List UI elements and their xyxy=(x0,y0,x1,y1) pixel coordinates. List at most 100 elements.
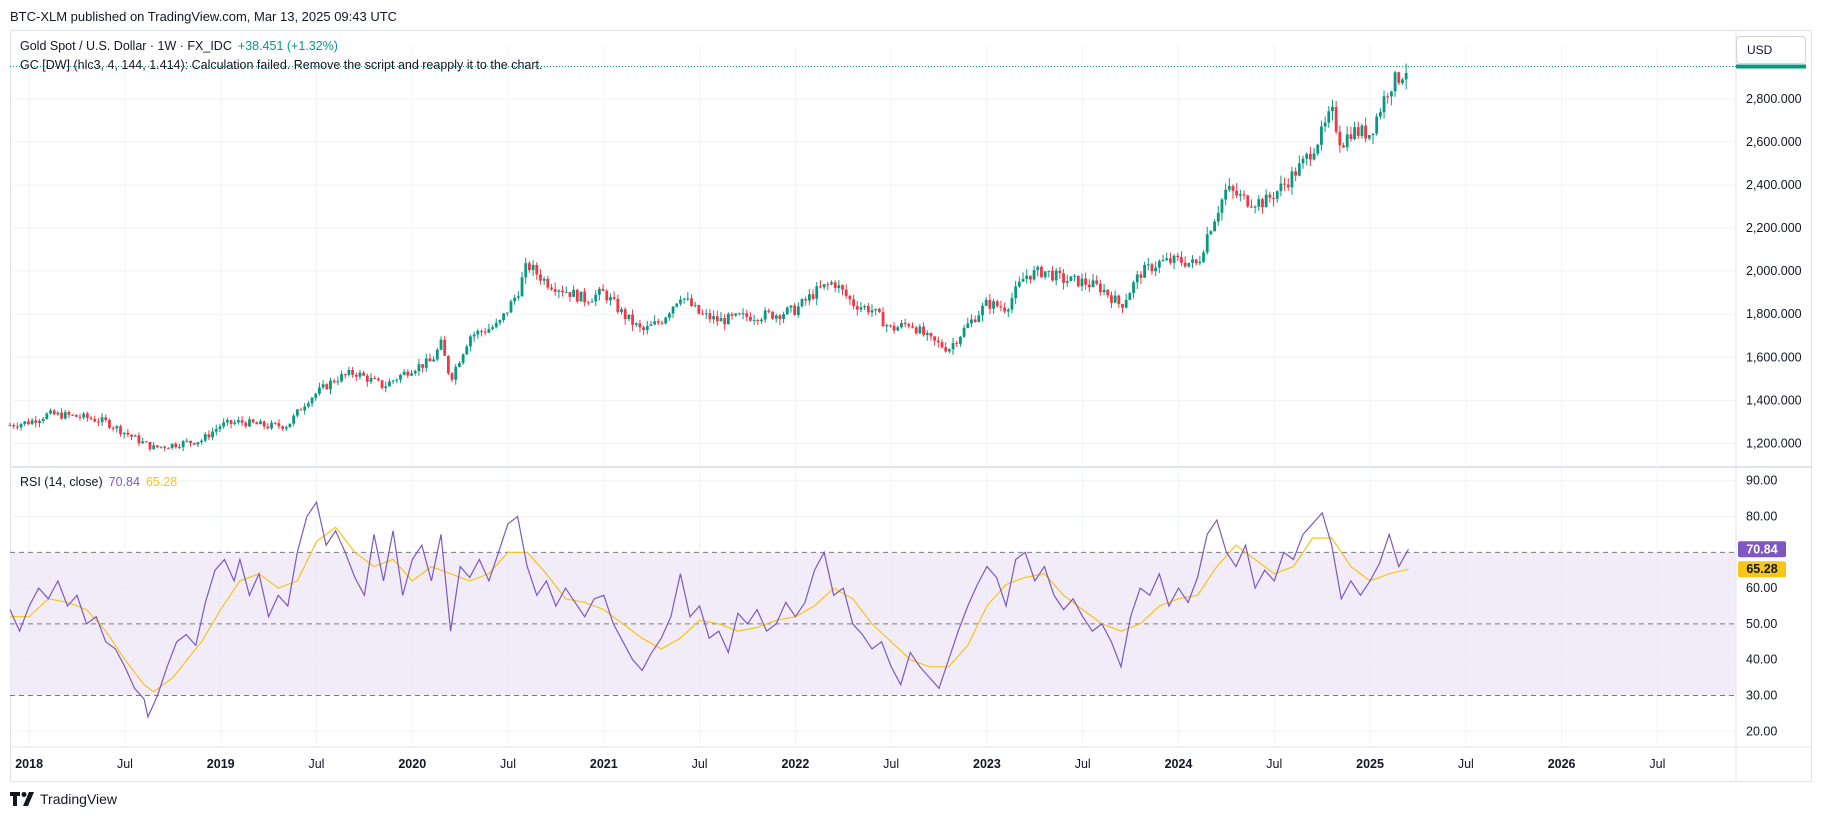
candle xyxy=(1073,274,1077,282)
candle xyxy=(778,313,782,325)
footer-brand[interactable]: TradingView xyxy=(10,791,117,807)
candle xyxy=(605,288,609,304)
candle-body xyxy=(940,342,944,348)
candle-body xyxy=(667,313,671,318)
candle xyxy=(1297,155,1301,177)
rsi-legend[interactable]: RSI (14, close) 70.84 65.28 xyxy=(20,475,177,489)
candle-body xyxy=(67,412,71,415)
rsi-value: 70.84 xyxy=(108,475,140,489)
candle-body xyxy=(1367,135,1371,139)
candle xyxy=(137,432,141,447)
candle-body xyxy=(318,387,321,394)
candle-body xyxy=(877,308,881,313)
candle-body xyxy=(170,443,174,448)
candle-body xyxy=(1216,212,1220,222)
candle xyxy=(299,407,303,411)
candle-body xyxy=(1069,276,1073,282)
indicator-error: GC [DW] (hlc3, 4, 144, 1.414): Calculati… xyxy=(20,58,543,72)
candle xyxy=(925,330,929,341)
candle xyxy=(141,437,145,445)
candle-body xyxy=(907,324,911,327)
candle-body xyxy=(653,321,657,325)
candle-body xyxy=(480,330,483,332)
candle-body xyxy=(461,354,465,364)
candle xyxy=(1238,189,1242,202)
candle xyxy=(41,417,45,424)
candle-body xyxy=(837,285,841,288)
candle-body xyxy=(141,441,145,444)
candle-body xyxy=(741,313,745,315)
candle-body xyxy=(41,418,45,421)
candle-body xyxy=(63,412,67,419)
candle-body xyxy=(369,377,373,382)
rsi-ma-value: 65.28 xyxy=(145,475,178,489)
candle xyxy=(697,304,701,315)
candle xyxy=(572,285,576,297)
candle-body xyxy=(1143,264,1146,278)
rsi-title: RSI (14, close) xyxy=(20,475,103,489)
candle xyxy=(1401,77,1404,85)
price-tick-label: 1,400.000 xyxy=(1746,393,1802,407)
candle xyxy=(852,294,855,310)
candle xyxy=(443,335,447,356)
candle xyxy=(1006,307,1010,318)
candle xyxy=(1393,70,1397,98)
candle-body xyxy=(1327,111,1331,123)
candle-body xyxy=(49,410,52,414)
candle xyxy=(1069,276,1073,282)
candle-body xyxy=(203,434,207,441)
candle-body xyxy=(1209,231,1213,235)
candle-body xyxy=(892,325,896,331)
candle xyxy=(730,312,734,320)
candle-body xyxy=(1316,144,1320,154)
candle xyxy=(277,419,281,429)
candle-body xyxy=(1172,255,1176,263)
candle xyxy=(152,441,156,450)
candle-body xyxy=(1076,275,1080,287)
candle xyxy=(922,322,925,337)
candle xyxy=(255,421,259,425)
candle-body xyxy=(708,313,712,320)
symbol-legend[interactable]: Gold Spot / U.S. Dollar · 1W · FX_IDC +38… xyxy=(20,39,338,53)
candle xyxy=(645,320,649,335)
candle xyxy=(1194,258,1198,266)
candle-body xyxy=(104,417,108,420)
time-tick-label: 2025 xyxy=(1356,757,1384,771)
currency-button[interactable]: USD xyxy=(1736,36,1806,64)
candle-body xyxy=(1308,153,1312,160)
candle-body xyxy=(785,307,789,315)
candle xyxy=(413,369,417,376)
candle-body xyxy=(1290,171,1294,188)
candle-body xyxy=(1261,199,1264,208)
candle xyxy=(642,325,646,335)
candle-body xyxy=(1003,307,1007,312)
candle xyxy=(325,383,329,390)
candle-body xyxy=(23,421,27,425)
time-tick-label: 2019 xyxy=(207,757,235,771)
candle-body xyxy=(1051,270,1054,281)
candle xyxy=(737,312,741,316)
candle-body xyxy=(365,375,369,382)
candle xyxy=(200,439,203,445)
candle-body xyxy=(1301,158,1305,164)
candle xyxy=(542,276,546,285)
candle xyxy=(1290,166,1294,195)
candle-body xyxy=(1275,191,1279,199)
candle-body xyxy=(616,298,620,313)
candle xyxy=(329,377,332,395)
candle xyxy=(465,344,469,355)
candle xyxy=(1323,116,1327,132)
candle xyxy=(236,416,240,425)
candle xyxy=(1054,268,1058,286)
candle xyxy=(951,337,955,355)
candle-body xyxy=(645,325,649,330)
candle xyxy=(962,324,966,338)
candle xyxy=(78,413,82,421)
candle-body xyxy=(1106,289,1110,296)
candle-body xyxy=(583,291,587,303)
candle-body xyxy=(973,319,977,322)
candle xyxy=(229,419,233,429)
candle-body xyxy=(520,277,524,297)
candle-body xyxy=(774,315,778,319)
